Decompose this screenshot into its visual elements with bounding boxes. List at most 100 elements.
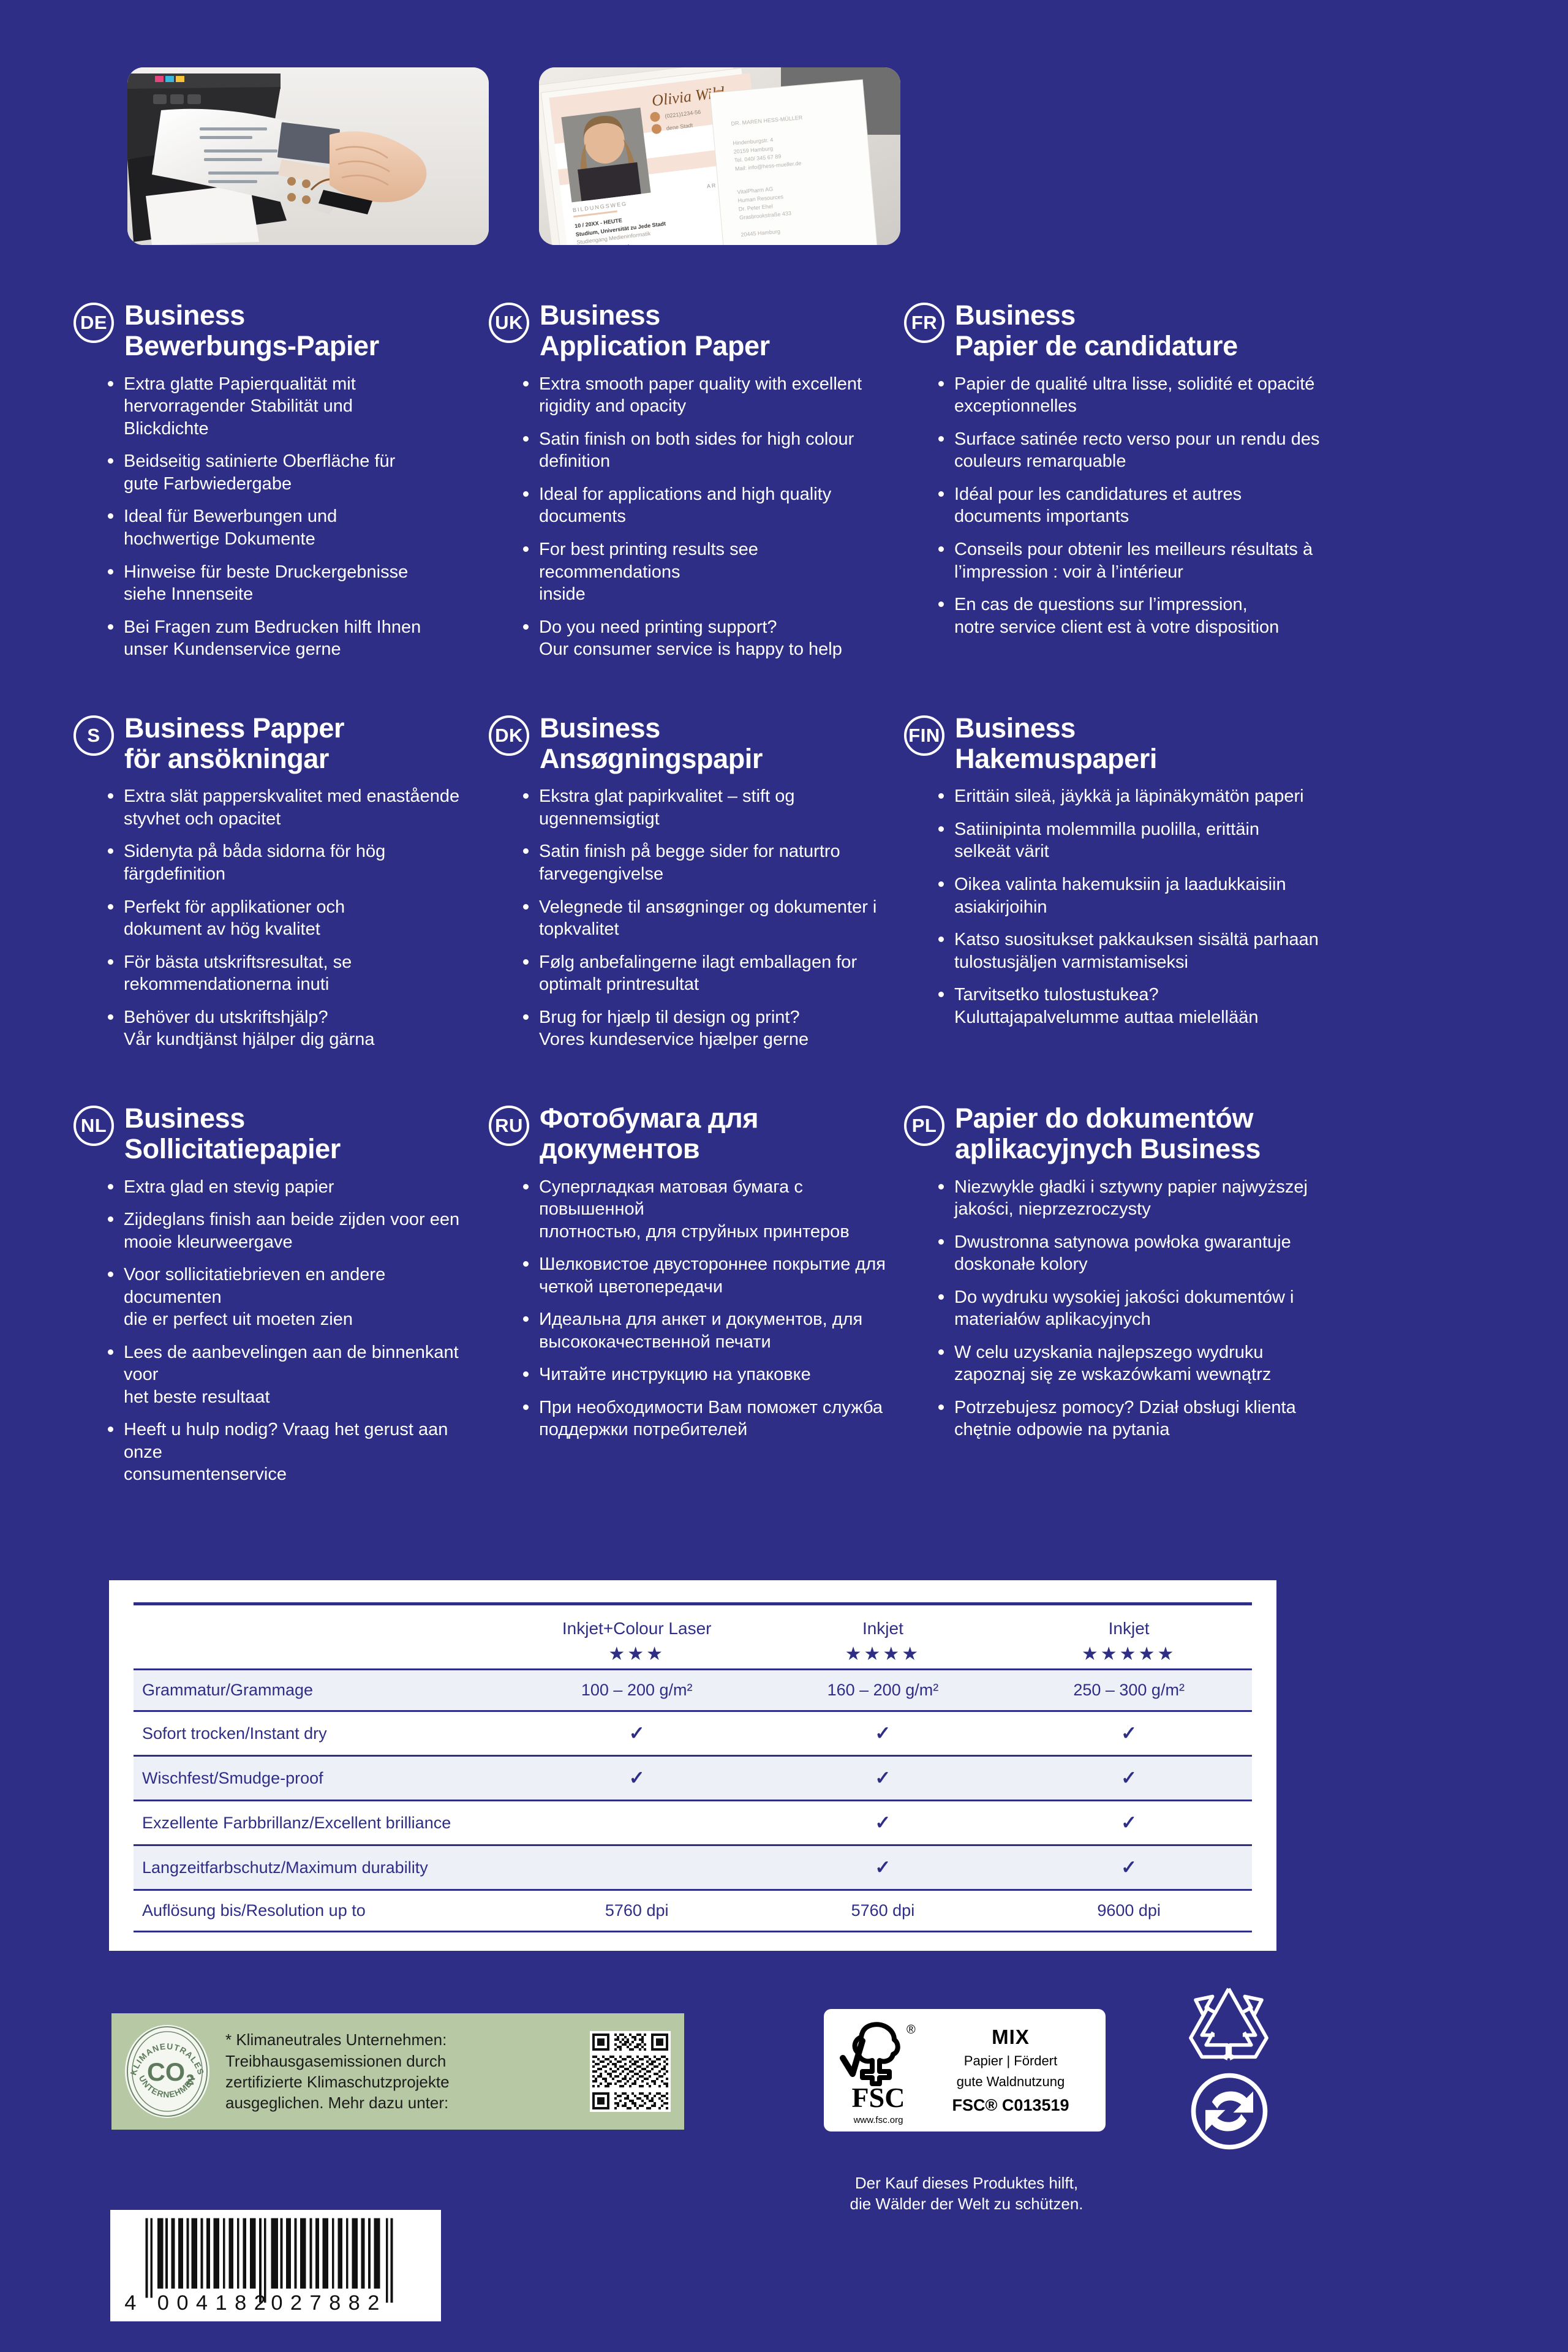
- title-line: документов: [540, 1133, 700, 1165]
- row-value: 5760 dpi: [760, 1889, 1006, 1932]
- title-line: Business: [540, 712, 660, 744]
- fsc-certification-label: ® FSC www.fsc.org MIX Papier | Fördert g…: [824, 2009, 1106, 2132]
- language-header-uk: UK Business Application Paper: [489, 300, 893, 362]
- language-header-nl: NL Business Sollicitatiepapier: [74, 1102, 478, 1165]
- table-row: Sofort trocken/Instant dry ✓ ✓ ✓: [134, 1710, 1252, 1756]
- fsc-licence-code: FSC® C013519: [952, 2095, 1069, 2114]
- svg-text:CO: CO: [147, 2058, 185, 2086]
- language-sections: DE Business Bewerbungs-Papier Extra glat…: [74, 300, 1390, 1538]
- list-item: Velegnede til ansøgninger og dokumenter …: [523, 896, 893, 941]
- list-item: Супергладкая матовая бумага с повышенной…: [523, 1176, 893, 1243]
- language-badge-de: DE: [74, 303, 114, 343]
- list-item: Papier de qualité ultra lisse, solidité …: [938, 373, 1333, 418]
- language-badge-nl: NL: [74, 1105, 114, 1146]
- recycling-icon-group: [1176, 1985, 1292, 2151]
- row-value-check: [513, 1800, 760, 1845]
- svg-text:Dr. Peter Ehel: Dr. Peter Ehel: [738, 203, 773, 213]
- note-line: Der Kauf dieses Produktes hilft,: [854, 2174, 1079, 2192]
- language-block-pl: PL Papier do dokumentów aplikacyjnych Bu…: [904, 1102, 1333, 1538]
- climate-neutral-box: KLIMANEUTRALES UNTERNEHMEN CO 2 * Kliman…: [111, 2013, 684, 2130]
- title-line: Business: [540, 300, 660, 331]
- fsc-wordmark: FSC: [851, 2082, 905, 2113]
- language-block-nl: NL Business Sollicitatiepapier Extra gla…: [74, 1102, 478, 1538]
- language-header-fr: FR Business Papier de candidature: [904, 300, 1333, 362]
- title-line: Business Papper: [124, 712, 345, 744]
- language-badge-dk: DK: [489, 715, 529, 756]
- feature-list-uk: Extra smooth paper quality with excellen…: [489, 373, 893, 661]
- title-line: Ansøgningspapir: [540, 743, 763, 775]
- fsc-mix-label: MIX: [992, 2026, 1030, 2049]
- list-item: Ideal für Bewerbungen und hochwertige Dok…: [108, 505, 478, 550]
- feature-list-pl: Niezwykle gładki i sztywny papier najwyż…: [904, 1176, 1333, 1441]
- list-item: Zijdeglans finish aan beide zijden voor …: [108, 1208, 478, 1253]
- language-block-ru: RU Фотобумага для документов Супергладка…: [489, 1102, 893, 1538]
- list-item: Шелковистое двустороннее покрытие для чет…: [523, 1253, 893, 1298]
- row-value-check: ✓: [1006, 1710, 1252, 1756]
- row-label: Sofort trocken/Instant dry: [134, 1710, 514, 1756]
- language-title-fr: Business Papier de candidature: [955, 300, 1238, 362]
- language-badge-uk: UK: [489, 303, 529, 343]
- rating-stars: ★★★: [608, 1644, 666, 1664]
- barcode-left-group: 004182: [157, 2291, 273, 2315]
- list-item: For best printing results see recommenda…: [523, 538, 893, 606]
- feature-list-fin: Erittäin sileä, jäykkä ja läpinäkymätön …: [904, 785, 1333, 1028]
- list-item: При необходимости Вам поможет служба подд…: [523, 1396, 893, 1441]
- list-item: Oikea valinta hakemuksiin ja laadukkaisi…: [938, 873, 1333, 918]
- row-value-check: ✓: [1006, 1755, 1252, 1801]
- qr-code-icon[interactable]: [590, 2031, 671, 2112]
- note-line: Treibhausgasemissionen durch: [225, 2051, 447, 2070]
- title-line: Business: [124, 300, 245, 331]
- language-header-pl: PL Papier do dokumentów aplikacyjnych Bu…: [904, 1102, 1333, 1165]
- list-item: Идеальна для анкет и документов, для высо…: [523, 1308, 893, 1353]
- feature-list-fr: Papier de qualité ultra lisse, solidité …: [904, 373, 1333, 638]
- language-badge-ru: RU: [489, 1105, 529, 1146]
- svg-text:2: 2: [186, 2073, 194, 2089]
- note-line: zertifizierte Klimaschutzprojekte: [225, 2073, 450, 2091]
- list-item: Tarvitsetko tulostustukea? Kuluttajapalve…: [938, 984, 1333, 1028]
- svg-text:AR: AR: [706, 182, 717, 189]
- language-header-de: DE Business Bewerbungs-Papier: [74, 300, 478, 362]
- row-label: Auflösung bis/Resolution up to: [134, 1889, 514, 1932]
- title-line: Business: [955, 712, 1076, 744]
- title-line: aplikacyjnych Business: [955, 1133, 1261, 1165]
- title-line: Фотобумага для: [540, 1102, 759, 1134]
- fsc-url: www.fsc.org: [853, 2115, 903, 2125]
- row-value-check: ✓: [513, 1755, 760, 1801]
- table-row: Grammatur/Grammage 100 – 200 g/m² 160 – …: [134, 1668, 1252, 1711]
- svg-text:®: ®: [907, 2023, 916, 2037]
- list-item: Conseils pour obtenir les meilleurs résu…: [938, 538, 1333, 583]
- list-item: Ekstra glat papirkvalitet – stift og ugen…: [523, 785, 893, 830]
- list-item: För bästa utskriftsresultat, se rekommend…: [108, 951, 478, 996]
- table-row: Exzellente Farbbrillanz/Excellent brilli…: [134, 1800, 1252, 1845]
- mobius-recycling-icon: [1189, 1988, 1268, 2060]
- language-title-dk: Business Ansøgningspapir: [540, 712, 763, 775]
- feature-list-nl: Extra glad en stevig papier Zijdeglans f…: [74, 1176, 478, 1486]
- list-item: Brug for hjælp til design og print? Vores…: [523, 1006, 893, 1051]
- table-body: Grammatur/Grammage 100 – 200 g/m² 160 – …: [134, 1668, 1252, 1932]
- list-item: Beidseitig satinierte Oberfläche für gute…: [108, 450, 478, 495]
- list-item: Extra smooth paper quality with excellen…: [523, 373, 893, 418]
- list-item: W celu uzyskania najlepszego wydruku zapo…: [938, 1341, 1333, 1386]
- title-line: Papier do dokumentów: [955, 1102, 1254, 1134]
- language-header-ru: RU Фотобумага для документов: [489, 1102, 893, 1165]
- title-line: Business: [955, 300, 1076, 331]
- list-item: Extra slät papperskvalitet med enaståend…: [108, 785, 478, 830]
- table-header-row: Inkjet+Colour Laser ★★★ Inkjet ★★★★ Inkj…: [134, 1602, 1252, 1670]
- language-title-s: Business Papper för ansökningar: [124, 712, 345, 775]
- row-value: 250 – 300 g/m²: [1006, 1668, 1252, 1711]
- list-item: Surface satinée recto verso pour un rend…: [938, 428, 1333, 473]
- title-line: Sollicitatiepapier: [124, 1133, 341, 1165]
- row-value: 160 – 200 g/m²: [760, 1668, 1006, 1711]
- table-row: Wischfest/Smudge-proof ✓ ✓ ✓: [134, 1755, 1252, 1801]
- language-badge-fin: FIN: [904, 715, 944, 756]
- title-line: Business: [124, 1102, 245, 1134]
- list-item: Satin finish on both sides for high colo…: [523, 428, 893, 473]
- column-header-inkjet-5: Inkjet ★★★★★: [1006, 1602, 1252, 1670]
- list-item: Bei Fragen zum Bedrucken hilft Ihnen unse…: [108, 616, 478, 661]
- list-item: Potrzebujesz pomocy? Dział obsługi klien…: [938, 1396, 1333, 1441]
- list-item: En cas de questions sur l’impression, not…: [938, 594, 1333, 638]
- language-badge-pl: PL: [904, 1105, 944, 1146]
- specification-table: Inkjet+Colour Laser ★★★ Inkjet ★★★★ Inkj…: [134, 1602, 1252, 1932]
- barcode-right-group: 027882: [271, 2291, 386, 2315]
- language-block-fin: FIN Business Hakemuspaperi Erittäin sile…: [904, 712, 1333, 1103]
